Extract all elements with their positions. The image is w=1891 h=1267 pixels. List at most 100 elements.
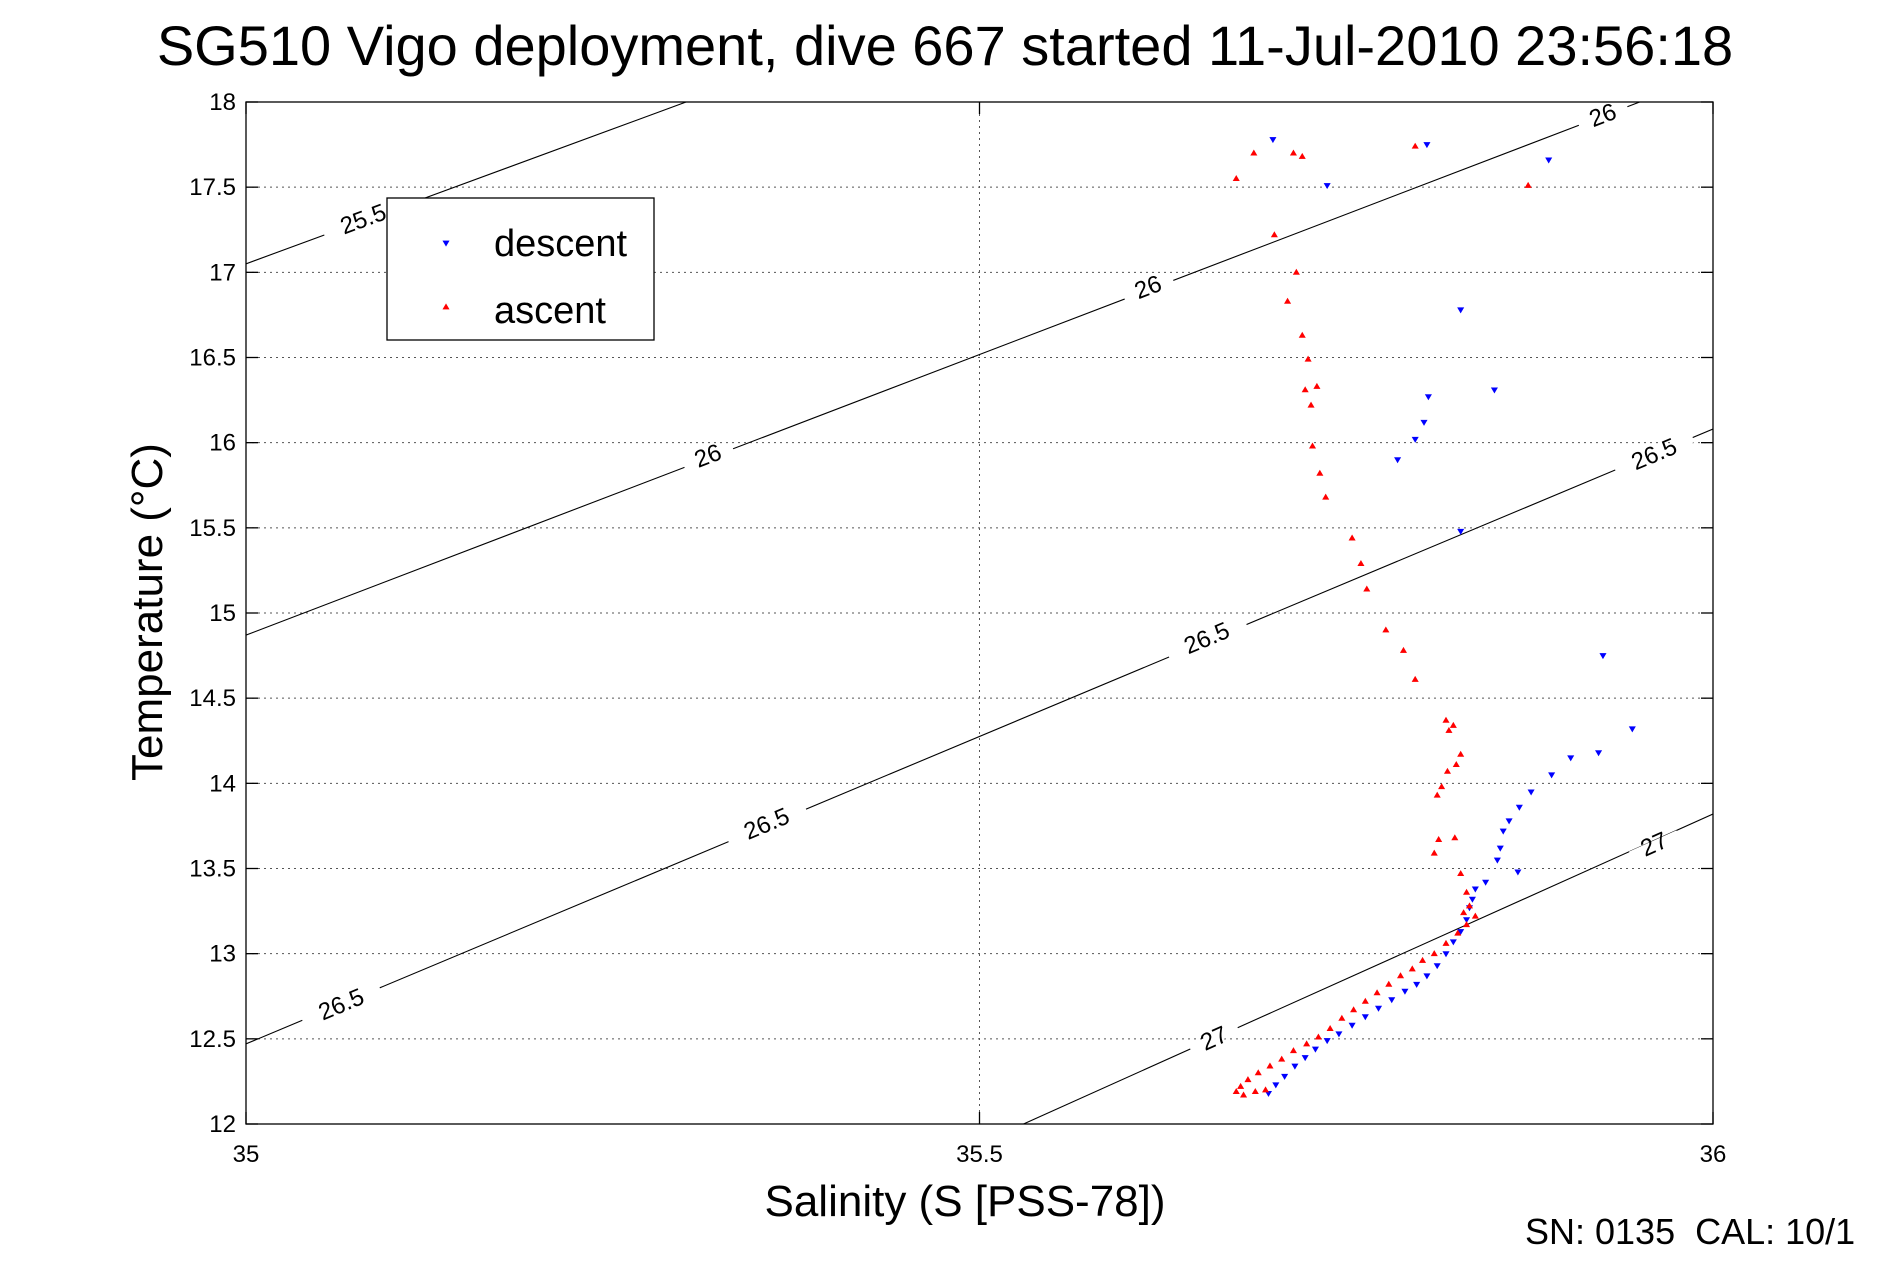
- data-point-ascent: [1442, 939, 1450, 946]
- data-point-ascent: [1348, 534, 1356, 541]
- data-point-ascent: [1385, 980, 1393, 987]
- contour-line: [1023, 813, 1713, 1124]
- data-point-descent: [1493, 857, 1501, 864]
- data-point-ascent: [1262, 1086, 1270, 1093]
- legend-marker-descent: [442, 240, 450, 247]
- data-point-ascent: [1457, 870, 1465, 877]
- y-tick-label: 12: [209, 1111, 236, 1138]
- data-point-descent: [1401, 988, 1409, 995]
- data-point-descent: [1527, 789, 1535, 796]
- contour-label-gap: [1614, 434, 1695, 475]
- data-point-descent: [1361, 1014, 1369, 1021]
- data-point-descent: [1514, 869, 1522, 876]
- data-point-ascent: [1463, 921, 1471, 928]
- y-tick-label: 17: [209, 259, 236, 286]
- data-point-ascent: [1278, 1055, 1286, 1062]
- data-point-ascent: [1465, 902, 1474, 909]
- data-point-ascent: [1451, 834, 1459, 841]
- data-point-descent: [1496, 845, 1504, 852]
- y-tick-label: 14.5: [189, 685, 236, 712]
- data-point-descent: [1423, 142, 1431, 149]
- data-point-descent: [1272, 1082, 1280, 1089]
- series-ascent: [1232, 142, 1532, 1098]
- data-point-ascent: [1445, 726, 1453, 733]
- data-point-ascent: [1304, 355, 1312, 362]
- grid-lines: [246, 102, 1713, 1124]
- contour-label-gap: [1188, 1024, 1240, 1054]
- legend-label-ascent: ascent: [494, 290, 606, 332]
- data-point-descent: [1490, 387, 1498, 394]
- data-point-ascent: [1266, 1062, 1274, 1069]
- legend-marker-symbol: [442, 240, 450, 247]
- data-point-ascent: [1411, 142, 1419, 149]
- data-point-ascent: [1361, 997, 1369, 1004]
- data-point-descent: [1335, 1031, 1343, 1038]
- data-point-ascent: [1316, 469, 1324, 476]
- y-tick-label: 15.5: [189, 515, 236, 542]
- data-point-ascent: [1357, 560, 1365, 567]
- data-point-descent: [1374, 1005, 1383, 1012]
- data-point-ascent: [1244, 1076, 1252, 1083]
- x-tick-label: 35.5: [956, 1141, 1003, 1168]
- contour-label-gap: [682, 443, 734, 470]
- data-point-descent: [1499, 828, 1507, 835]
- data-point-descent: [1433, 963, 1441, 970]
- data-point-descent: [1323, 1038, 1331, 1045]
- data-point-ascent: [1524, 181, 1532, 188]
- data-point-ascent: [1430, 849, 1438, 856]
- data-point-descent: [1628, 726, 1636, 733]
- data-point-ascent: [1322, 493, 1330, 500]
- data-point-ascent: [1373, 989, 1381, 996]
- legend-box: [386, 197, 655, 341]
- data-point-ascent: [1232, 1088, 1240, 1095]
- data-point-ascent: [1308, 442, 1317, 449]
- data-point-descent: [1567, 755, 1575, 762]
- data-point-ascent: [1452, 761, 1460, 767]
- x-tick-label: 36: [1700, 1141, 1727, 1168]
- data-point-ascent: [1251, 1088, 1259, 1095]
- y-axis-label: Temperature (°C): [123, 443, 172, 781]
- data-point-ascent: [1298, 331, 1306, 338]
- legend-marker-symbol: [442, 303, 450, 310]
- data-point-descent: [1264, 1090, 1273, 1097]
- series-descent: [1264, 137, 1636, 1097]
- data-point-ascent: [1419, 956, 1427, 963]
- data-point-descent: [1311, 1046, 1319, 1053]
- data-point-ascent: [1284, 297, 1292, 304]
- data-point-descent: [1388, 997, 1396, 1004]
- data-point-descent: [1449, 939, 1457, 946]
- data-point-descent: [1505, 818, 1513, 825]
- data-point-ascent: [1313, 382, 1321, 389]
- data-point-descent: [1413, 981, 1421, 988]
- data-point-ascent: [1463, 888, 1471, 895]
- data-point-ascent: [1411, 675, 1419, 682]
- contour-label-gap: [726, 804, 808, 845]
- data-point-descent: [1269, 137, 1277, 144]
- contour-label-gap: [1166, 618, 1248, 659]
- data-point-ascent: [1307, 401, 1315, 408]
- data-point-descent: [1457, 307, 1465, 314]
- y-tick-label: 13.5: [189, 856, 236, 883]
- data-point-descent: [1468, 896, 1476, 903]
- contour-line: [246, 102, 687, 265]
- data-point-ascent: [1443, 767, 1451, 774]
- data-point-descent: [1423, 973, 1431, 980]
- data-point-descent: [1442, 951, 1450, 958]
- data-point-descent: [1471, 886, 1479, 893]
- data-point-descent: [1420, 419, 1428, 426]
- data-point-ascent: [1442, 716, 1450, 723]
- data-point-descent: [1411, 436, 1419, 443]
- legend-label-descent: descent: [494, 223, 628, 265]
- data-point-descent: [1291, 1063, 1299, 1070]
- data-point-ascent: [1298, 152, 1306, 159]
- data-point-ascent: [1289, 149, 1297, 156]
- data-point-ascent: [1438, 783, 1446, 790]
- contour-label-gap: [1628, 830, 1680, 859]
- data-point-ascent: [1449, 721, 1457, 728]
- y-tick-label: 17.5: [189, 174, 236, 201]
- data-point-ascent: [1240, 1091, 1248, 1098]
- data-point-ascent: [1314, 1033, 1322, 1040]
- data-point-ascent: [1338, 1014, 1346, 1021]
